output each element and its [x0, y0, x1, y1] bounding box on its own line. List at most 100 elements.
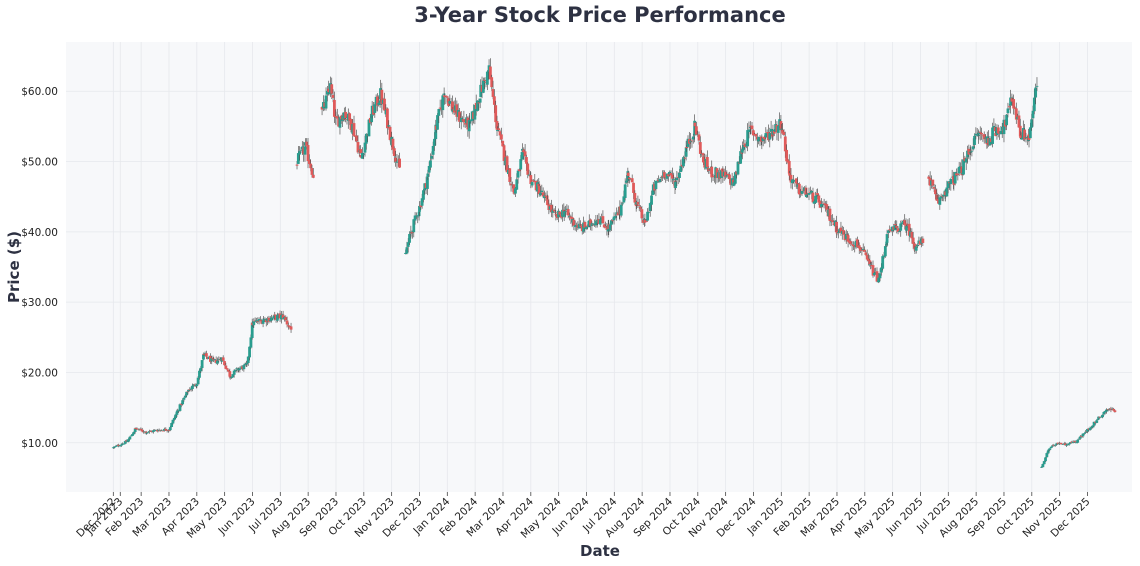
candle-body: [429, 160, 432, 168]
candle-body: [275, 315, 279, 321]
candle-body: [1007, 106, 1011, 108]
candle-body: [691, 136, 695, 140]
candle-body: [431, 146, 435, 155]
candle-body: [408, 233, 411, 243]
candle-body: [1053, 444, 1057, 446]
candle-body: [325, 90, 329, 95]
candle-body: [509, 183, 513, 186]
candle-body: [444, 95, 448, 97]
candle-body: [794, 178, 798, 184]
candle-body: [234, 369, 237, 372]
candle-body: [123, 441, 127, 444]
candle-body: [532, 180, 535, 182]
candle-body: [956, 173, 960, 175]
candle-body: [296, 153, 300, 164]
candle-body: [1074, 442, 1078, 444]
candle-body: [953, 172, 957, 184]
candle-body: [839, 227, 843, 233]
candle-body: [310, 168, 314, 175]
candle-body: [816, 193, 819, 196]
candle-body: [701, 153, 705, 156]
candle-body: [117, 444, 121, 447]
candle-body: [860, 249, 864, 251]
candle-body: [324, 95, 328, 109]
candle-body: [659, 177, 663, 179]
candle-body: [1046, 450, 1050, 454]
candle-body: [612, 216, 616, 221]
candle-body: [1086, 428, 1089, 432]
candle-body: [1019, 135, 1023, 139]
candle-body: [298, 151, 302, 155]
candle-body: [683, 157, 687, 159]
candle-body: [427, 165, 431, 173]
candle-body: [666, 174, 670, 177]
candle-body: [682, 157, 685, 167]
candle-body: [492, 96, 496, 105]
y-axis-ticks: $10.00 $20.00 $30.00 $40.00 $50.00 $60.00: [21, 86, 58, 450]
candle-body: [663, 172, 666, 178]
candle-body: [1059, 442, 1063, 444]
candle-body: [516, 170, 520, 178]
candle-body: [1112, 408, 1115, 411]
candle-body: [739, 151, 743, 164]
candle-body: [463, 123, 467, 125]
candle-body: [523, 151, 527, 157]
candle-body: [899, 223, 903, 231]
candle-body: [131, 434, 134, 436]
candle-body: [1077, 438, 1081, 440]
candle-body: [419, 205, 423, 208]
candle-body: [172, 417, 176, 420]
candle-body: [804, 187, 808, 196]
candle-body: [648, 203, 652, 212]
candle-body: [783, 136, 787, 152]
candle-body: [272, 315, 276, 319]
candle-body: [1031, 110, 1035, 119]
candle-body: [1099, 416, 1103, 418]
candle-body: [406, 242, 410, 247]
candle-body: [488, 66, 492, 80]
candle-body: [613, 216, 617, 218]
candle-body: [132, 431, 136, 435]
candle-body: [693, 122, 697, 127]
candle-body: [895, 225, 899, 228]
y-tick-label: $50.00: [21, 157, 58, 169]
candle-body: [678, 172, 681, 178]
candle-body: [550, 204, 553, 213]
candle-body: [426, 173, 430, 178]
candle-body: [1049, 446, 1053, 449]
candle-body: [392, 148, 396, 157]
candle-body: [520, 152, 524, 160]
candle-body: [1013, 107, 1017, 110]
candle-body: [769, 128, 773, 132]
candle-body: [871, 265, 875, 276]
candle-body: [174, 414, 178, 419]
candle-body: [498, 131, 502, 136]
candle-body: [952, 176, 955, 183]
candle-body: [747, 129, 751, 133]
candle-body: [170, 422, 174, 428]
candle-body: [1096, 418, 1100, 420]
candle-body: [991, 127, 994, 144]
candle-body: [751, 130, 755, 136]
candle-body: [133, 428, 137, 432]
candle-body: [386, 108, 389, 129]
candle-body: [846, 235, 850, 242]
candle-body: [179, 403, 183, 405]
candle-body: [349, 118, 353, 131]
candle-body: [250, 322, 254, 339]
candle-body: [1103, 411, 1107, 413]
candle-body: [1078, 436, 1082, 439]
candle-body: [628, 177, 631, 180]
candle-body: [782, 131, 786, 135]
candle-body: [658, 178, 662, 182]
candle-body: [842, 230, 845, 235]
candle-body: [252, 321, 256, 326]
candle-body: [360, 152, 364, 159]
candle-body: [911, 237, 915, 244]
candle-body: [558, 211, 562, 215]
candle-body: [518, 169, 521, 172]
candle-body: [679, 165, 683, 172]
candle-body: [698, 142, 702, 154]
